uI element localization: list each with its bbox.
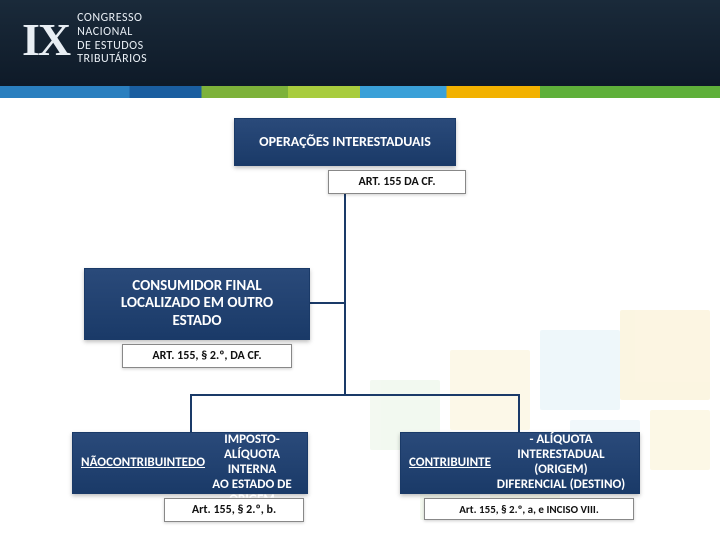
node-leaf-1: CONTRIBUINTE - ALÍQUOTAINTERESTADUAL (OR… (400, 432, 640, 494)
logo-roman: IX (22, 17, 69, 63)
node-root-ref: ART. 155 DA CF. (328, 170, 466, 194)
node-root: OPERAÇÕES INTERESTADUAIS (234, 118, 456, 166)
logo-line4: TRIBUTÁRIOS (77, 53, 147, 67)
connector (190, 394, 192, 432)
diagram: OPERAÇÕES INTERESTADUAIS ART. 155 DA CF. C… (0, 98, 720, 540)
logo: IX CONGRESSO NACIONAL DE ESTUDOS TRIBUTÁ… (22, 12, 147, 67)
connector (344, 194, 346, 302)
connector (190, 394, 520, 396)
header: IX CONGRESSO NACIONAL DE ESTUDOS TRIBUTÁ… (0, 0, 720, 86)
connector (518, 394, 520, 432)
connector (344, 302, 346, 394)
logo-text: CONGRESSO NACIONAL DE ESTUDOS TRIBUTÁRIO… (77, 12, 147, 67)
connector (310, 302, 346, 304)
node-child: CONSUMIDOR FINALLOCALIZADO EM OUTROESTAD… (84, 268, 310, 340)
logo-line2: NACIONAL (77, 26, 147, 40)
node-leaf-1-ref: Art. 155, § 2.º, a, e INCISO VIII. (424, 498, 634, 520)
node-leaf-0-ref: Art. 155, § 2.º, b. (164, 498, 304, 522)
node-leaf-0: NÃO CONTRIBUINTE DOIMPOSTO-ALÍQUOTA INTE… (72, 432, 308, 494)
node-child-ref: ART. 155, § 2.º, DA CF. (122, 344, 292, 368)
header-stripe (0, 86, 720, 98)
logo-line1: CONGRESSO (77, 12, 147, 26)
